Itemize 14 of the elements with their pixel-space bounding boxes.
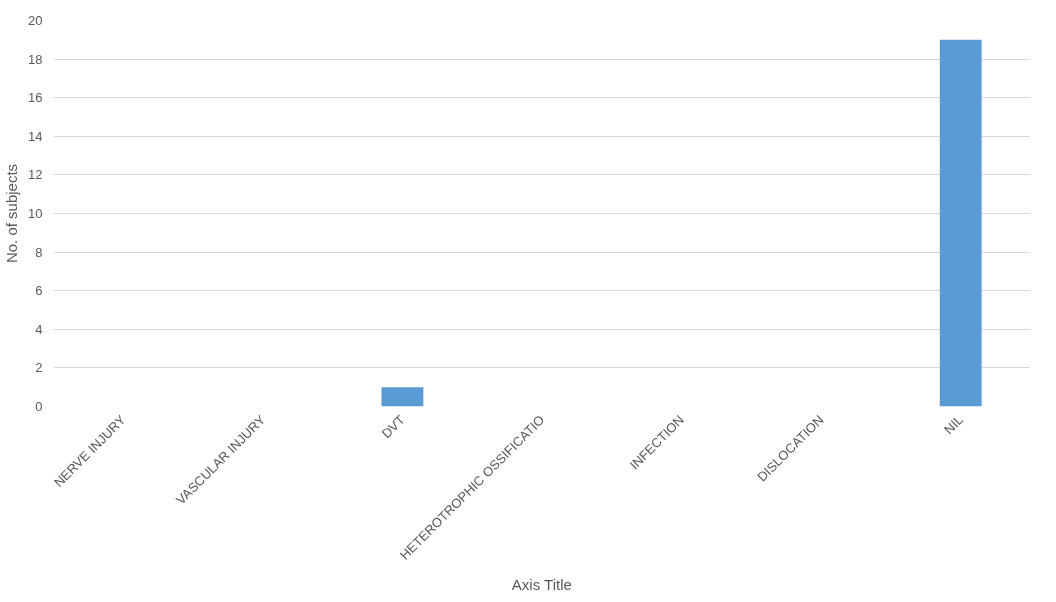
y-tick-label: 4	[35, 321, 43, 337]
y-tick-label: 16	[28, 90, 43, 106]
x-tick-label: NIL	[941, 412, 967, 438]
y-axis-title: No. of subjects	[3, 163, 21, 264]
y-tick-label: 2	[35, 360, 43, 376]
y-tick-label: 10	[28, 206, 43, 221]
x-axis-title: Axis Title	[511, 575, 572, 593]
y-tick-label: 6	[35, 283, 43, 299]
y-tick-label: 20	[28, 13, 43, 28]
y-tick-label: 14	[28, 128, 43, 144]
y-tick-label: 12	[28, 167, 43, 183]
y-tick-label: 8	[35, 244, 43, 260]
y-tick-label: 18	[28, 51, 43, 67]
y-tick-label: 0	[35, 399, 43, 414]
